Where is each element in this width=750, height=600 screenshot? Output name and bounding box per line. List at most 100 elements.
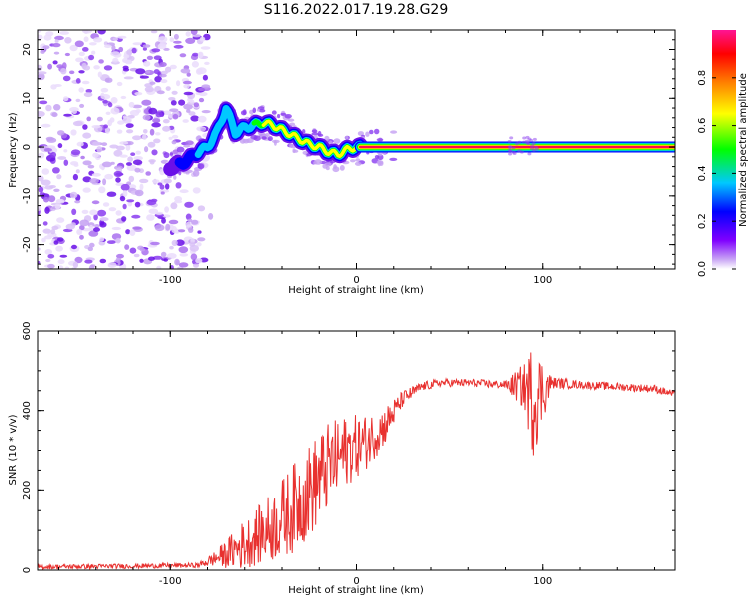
noise-blob xyxy=(189,99,195,104)
noise-blob xyxy=(99,217,109,222)
noise-blob xyxy=(117,35,127,39)
noise-blob xyxy=(128,175,135,183)
noise-blob xyxy=(149,81,156,85)
noise-blob xyxy=(100,93,111,100)
noise-blob xyxy=(193,102,200,108)
colorbar-tick-label: 0.0 xyxy=(697,261,708,277)
noise-blob xyxy=(156,265,162,269)
noise-blob xyxy=(197,237,206,242)
noise-blob xyxy=(122,190,128,197)
noise-blob xyxy=(57,259,65,265)
ridge-scatter-blob xyxy=(379,161,384,167)
noise-blob xyxy=(162,119,170,124)
ridge-scatter-blob xyxy=(389,157,398,161)
noise-blob xyxy=(145,70,151,74)
ridge-scatter-blob xyxy=(173,175,177,180)
noise-blob xyxy=(79,219,90,227)
noise-blob xyxy=(197,51,204,58)
noise-blob xyxy=(152,118,161,124)
noise-blob xyxy=(152,255,163,260)
noise-blob xyxy=(76,229,83,235)
noise-blob xyxy=(160,70,168,75)
noise-blob xyxy=(155,111,163,118)
noise-blob xyxy=(96,116,103,122)
noise-blob xyxy=(151,179,160,183)
noise-blob xyxy=(81,30,92,34)
noise-blob xyxy=(82,47,89,52)
noise-blob xyxy=(128,101,135,108)
noise-blob xyxy=(142,134,147,141)
noise-blob xyxy=(186,72,191,77)
noise-blob xyxy=(38,175,44,182)
snr-ytick-label: 600 xyxy=(22,321,33,340)
noise-blob xyxy=(168,219,179,225)
noise-blob xyxy=(104,77,113,83)
ridge-scatter-blob xyxy=(176,152,182,156)
noise-blob xyxy=(132,226,142,230)
noise-blob xyxy=(107,262,117,268)
noise-blob xyxy=(202,74,208,81)
noise-blob xyxy=(38,247,41,251)
noise-blob xyxy=(156,90,165,95)
noise-blob xyxy=(134,92,143,96)
noise-blob xyxy=(70,129,77,136)
noise-blob xyxy=(71,109,78,115)
disturbance-blob xyxy=(519,150,524,154)
noise-blob xyxy=(115,237,121,244)
disturbance-blob xyxy=(511,146,516,150)
noise-blob xyxy=(69,70,75,75)
noise-blob xyxy=(139,183,144,191)
noise-blob xyxy=(103,124,108,129)
noise-blob xyxy=(204,61,210,65)
noise-blob xyxy=(38,30,42,33)
noise-blob xyxy=(192,187,201,194)
noise-blob xyxy=(96,146,103,153)
ridge-scatter-blob xyxy=(369,129,374,135)
spectrogram-xtick-label: 100 xyxy=(533,275,552,286)
noise-blob xyxy=(76,141,84,147)
noise-blob xyxy=(91,125,101,129)
noise-blob xyxy=(126,162,132,166)
noise-blob xyxy=(65,184,73,188)
noise-blob xyxy=(92,141,101,146)
snr-xtick-label: -100 xyxy=(159,576,182,587)
noise-blob xyxy=(122,67,130,72)
snr-axes: -100 0 100 0 200 400 600 xyxy=(22,321,675,587)
ridge-scatter-blob xyxy=(185,169,193,173)
noise-blob xyxy=(104,173,114,180)
noise-blob xyxy=(135,68,146,75)
noise-blob xyxy=(102,202,110,207)
noise-blob xyxy=(104,44,112,49)
noise-blob xyxy=(79,225,85,231)
noise-blob xyxy=(54,39,59,43)
noise-blob xyxy=(191,61,199,68)
noise-blob xyxy=(159,74,167,78)
noise-blob xyxy=(126,164,137,171)
noise-blob xyxy=(82,228,91,232)
noise-blob xyxy=(62,96,69,102)
noise-blob xyxy=(81,209,89,214)
noise-blob xyxy=(163,258,168,262)
noise-blob xyxy=(74,200,81,204)
ridge-scatter-blob xyxy=(333,138,341,144)
noise-blob xyxy=(182,80,192,85)
noise-blob xyxy=(144,146,149,153)
ridge-band-4 xyxy=(261,119,362,158)
ridge-scatter-blob xyxy=(339,165,345,171)
noise-blob xyxy=(208,213,214,220)
noise-blob xyxy=(185,37,196,45)
noise-blob xyxy=(38,64,43,71)
noise-blob xyxy=(113,170,123,178)
disturbance-blob xyxy=(507,148,512,152)
noise-blob xyxy=(200,46,211,50)
noise-blob xyxy=(75,169,80,174)
noise-blob xyxy=(38,205,42,212)
noise-blob xyxy=(63,149,68,153)
noise-blob xyxy=(171,226,178,233)
noise-blob xyxy=(148,208,159,214)
ridge-scatter-blob xyxy=(390,130,398,134)
noise-blob xyxy=(41,237,46,243)
noise-blob xyxy=(132,42,143,46)
noise-blob xyxy=(175,182,182,189)
noise-blob xyxy=(87,164,95,169)
